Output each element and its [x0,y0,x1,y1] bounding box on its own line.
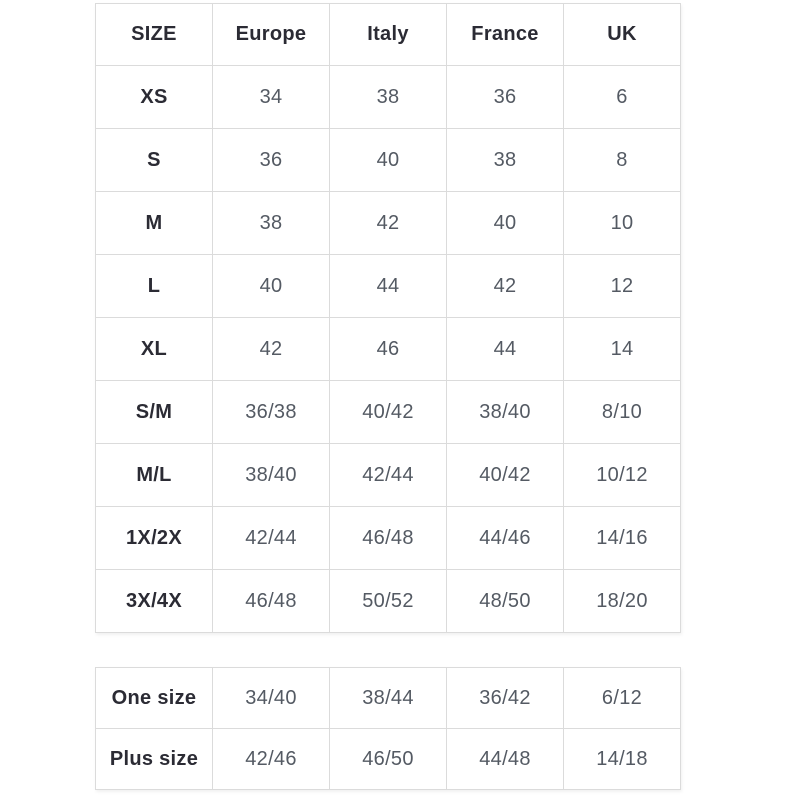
table-row-ml: M/L 38/40 42/44 40/42 10/12 [95,443,681,507]
table-row-plus-size: Plus size 42/46 46/50 44/48 14/18 [95,728,681,790]
row-label: 1X/2X [95,506,213,570]
cell-italy: 46 [329,317,447,381]
cell-italy: 38 [329,65,447,129]
cell-france: 40 [446,191,564,255]
cell-uk: 6/12 [563,667,681,729]
row-label: L [95,254,213,318]
cell-uk: 14/16 [563,506,681,570]
row-label: M/L [95,443,213,507]
table-row-one-size: One size 34/40 38/44 36/42 6/12 [95,667,681,729]
cell-italy: 44 [329,254,447,318]
cell-italy: 42 [329,191,447,255]
cell-france: 38 [446,128,564,192]
cell-italy: 40 [329,128,447,192]
cell-europe: 40 [212,254,330,318]
table-row-xl: XL 42 46 44 14 [95,317,681,381]
cell-europe: 42/46 [212,728,330,790]
cell-france: 44/48 [446,728,564,790]
cell-france: 44/46 [446,506,564,570]
cell-italy: 40/42 [329,380,447,444]
cell-france: 36 [446,65,564,129]
cell-europe: 34 [212,65,330,129]
col-header-size: SIZE [95,3,213,66]
header-row: SIZE Europe Italy France UK [95,3,681,66]
cell-uk: 12 [563,254,681,318]
cell-europe: 36 [212,128,330,192]
cell-uk: 10 [563,191,681,255]
cell-italy: 38/44 [329,667,447,729]
cell-italy: 46/48 [329,506,447,570]
cell-uk: 6 [563,65,681,129]
cell-france: 42 [446,254,564,318]
cell-uk: 8 [563,128,681,192]
col-header-uk: UK [563,3,681,66]
size-conversion-table: SIZE Europe Italy France UK XS 34 38 36 … [95,3,681,633]
col-header-italy: Italy [329,3,447,66]
cell-europe: 36/38 [212,380,330,444]
cell-uk: 8/10 [563,380,681,444]
cell-france: 38/40 [446,380,564,444]
cell-italy: 46/50 [329,728,447,790]
table-row-s: S 36 40 38 8 [95,128,681,192]
cell-europe: 34/40 [212,667,330,729]
table-row-sm: S/M 36/38 40/42 38/40 8/10 [95,380,681,444]
cell-europe: 38 [212,191,330,255]
cell-france: 44 [446,317,564,381]
cell-uk: 14/18 [563,728,681,790]
col-header-france: France [446,3,564,66]
table-row-xs: XS 34 38 36 6 [95,65,681,129]
table-row-l: L 40 44 42 12 [95,254,681,318]
cell-europe: 42/44 [212,506,330,570]
table-row-m: M 38 42 40 10 [95,191,681,255]
row-label: M [95,191,213,255]
row-label: XL [95,317,213,381]
row-label: Plus size [95,728,213,790]
col-header-europe: Europe [212,3,330,66]
cell-italy: 50/52 [329,569,447,633]
cell-europe: 42 [212,317,330,381]
row-label: XS [95,65,213,129]
cell-italy: 42/44 [329,443,447,507]
cell-france: 36/42 [446,667,564,729]
special-sizes-table: One size 34/40 38/44 36/42 6/12 Plus siz… [95,667,681,790]
table-row-1x2x: 1X/2X 42/44 46/48 44/46 14/16 [95,506,681,570]
row-label: One size [95,667,213,729]
cell-uk: 18/20 [563,569,681,633]
cell-uk: 10/12 [563,443,681,507]
cell-france: 40/42 [446,443,564,507]
cell-uk: 14 [563,317,681,381]
cell-europe: 38/40 [212,443,330,507]
cell-europe: 46/48 [212,569,330,633]
table-row-3x4x: 3X/4X 46/48 50/52 48/50 18/20 [95,569,681,633]
row-label: S [95,128,213,192]
cell-france: 48/50 [446,569,564,633]
row-label: 3X/4X [95,569,213,633]
row-label: S/M [95,380,213,444]
